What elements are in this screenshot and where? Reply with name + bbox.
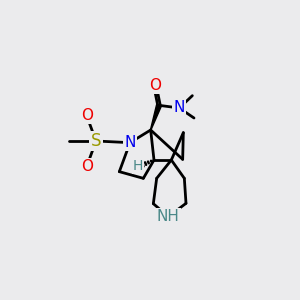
Text: O: O bbox=[81, 159, 93, 174]
Text: N: N bbox=[174, 100, 185, 116]
Text: NH: NH bbox=[157, 209, 180, 224]
Text: O: O bbox=[149, 78, 161, 93]
Text: N: N bbox=[124, 135, 136, 150]
Text: H: H bbox=[133, 159, 143, 173]
Polygon shape bbox=[150, 104, 161, 130]
Text: S: S bbox=[91, 132, 101, 150]
Text: O: O bbox=[81, 108, 93, 123]
